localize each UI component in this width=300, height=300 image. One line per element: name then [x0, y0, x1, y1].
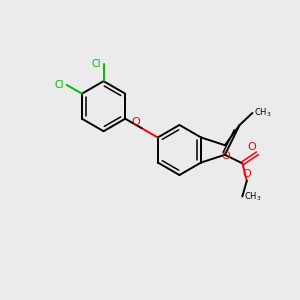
Text: O: O — [247, 142, 256, 152]
Text: Cl: Cl — [55, 80, 64, 90]
Text: O: O — [221, 151, 230, 160]
Text: Cl: Cl — [92, 59, 101, 69]
Text: CH$_3$: CH$_3$ — [254, 107, 272, 119]
Text: O: O — [131, 117, 140, 127]
Text: CH$_3$: CH$_3$ — [244, 190, 261, 203]
Text: O: O — [242, 169, 251, 179]
